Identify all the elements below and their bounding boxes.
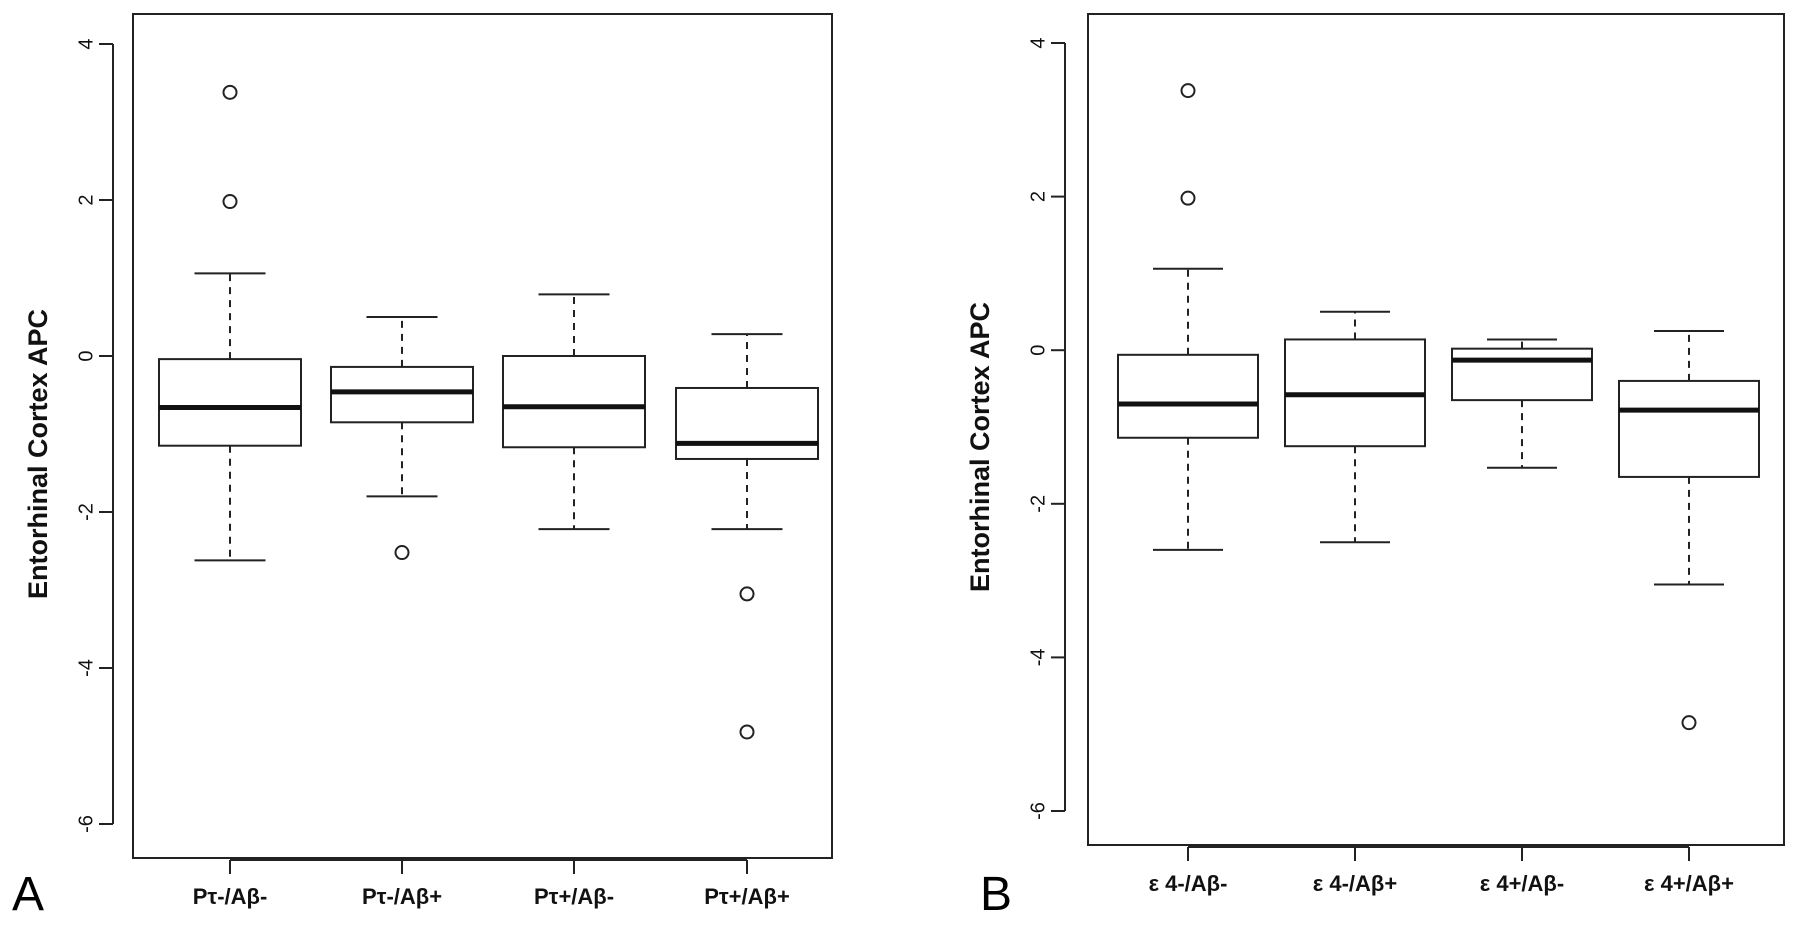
y-tick-label: 2 [75,194,97,205]
box-1 [158,84,302,562]
panel-a-boxplot: 4 2 0 -2 -4 -6 Entorhinal Cortex APC Pτ-/Aβ- Pτ-… [12,13,833,921]
outlier-point [1180,83,1196,99]
x-category-label: Pτ-/Aβ+ [362,884,442,909]
y-tick-label: -6 [75,815,97,833]
panel-label: A [12,868,44,921]
x-category-label: ε 4-/Aβ+ [1313,871,1397,896]
y-tick-label: 4 [75,38,97,49]
outlier-point [222,194,238,210]
iqr-box [1618,379,1760,478]
box-4 [675,333,819,740]
y-axis-title: Entorhinal Cortex APC [965,302,995,592]
box-1 [1117,83,1259,551]
box-2 [1284,310,1426,544]
y-tick-label: 0 [75,350,97,361]
y-tick-label: -6 [1027,802,1049,820]
y-axis-title: Entorhinal Cortex APC [23,309,53,599]
x-category-label: ε 4-/Aβ- [1149,871,1228,896]
x-category-label: Pτ-/Aβ- [193,884,268,909]
x-category-label: ε 4+/Aβ- [1480,871,1564,896]
iqr-box [1117,353,1259,439]
y-tick-label: -2 [1027,495,1049,513]
y-tick-label: -4 [75,659,97,677]
outlier-point [222,84,238,100]
x-category-label: Pτ+/Aβ+ [704,884,790,909]
y-tick-label: -2 [75,503,97,521]
panel-b-boxplot: 4 2 0 -2 -4 -6 Entorhinal Cortex APC ε 4-/Aβ-ε … [965,13,1785,921]
iqr-box [330,365,474,424]
iqr-box [675,386,819,460]
panel-label: B [980,868,1012,921]
outlier-point [1180,190,1196,206]
y-tick-label: -4 [1027,649,1049,667]
y-tick-label: 2 [1027,191,1049,202]
iqr-box [502,355,646,449]
box-2 [330,316,474,561]
outlier-point [739,586,755,602]
plot-frame [132,13,833,859]
plot-frame [1087,13,1785,846]
iqr-box [158,358,302,447]
box-3 [502,293,646,531]
x-category-label: Pτ+/Aβ- [534,884,614,909]
box-4 [1618,330,1760,731]
outlier-point [739,724,755,740]
y-tick-label: 4 [1027,37,1049,48]
iqr-box [1451,347,1593,402]
outlier-point [394,545,410,561]
outlier-point [1681,715,1697,731]
box-3 [1451,338,1593,469]
y-tick-label: 0 [1027,345,1049,356]
x-category-label: ε 4+/Aβ+ [1644,871,1734,896]
